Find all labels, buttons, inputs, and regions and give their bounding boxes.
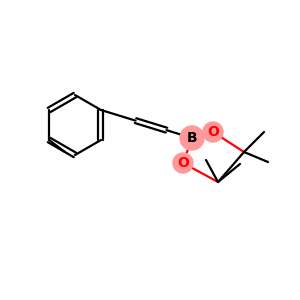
Text: O: O — [177, 156, 189, 170]
Circle shape — [180, 126, 204, 150]
Text: O: O — [207, 125, 219, 139]
Circle shape — [203, 122, 223, 142]
Circle shape — [173, 153, 193, 173]
Text: B: B — [187, 131, 197, 145]
